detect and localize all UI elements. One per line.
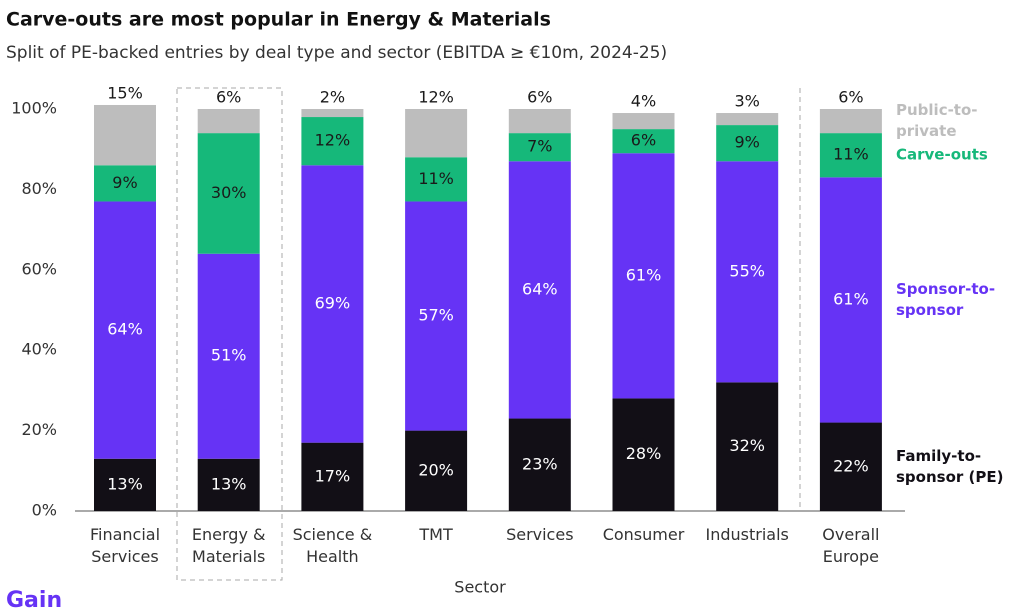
- x-tick-label: Overall Europe: [822, 525, 880, 566]
- data-label: 20%: [418, 460, 454, 479]
- data-label: 12%: [418, 88, 454, 107]
- bar-segment: [94, 458, 156, 511]
- bar-segment: [716, 125, 779, 162]
- x-axis-label: Sector: [454, 578, 506, 597]
- chart-subtitle: Split of PE-backed entries by deal type …: [6, 43, 667, 63]
- bar-segment: [301, 117, 364, 166]
- bar-segment: [716, 113, 779, 126]
- data-label: 23%: [522, 454, 558, 473]
- x-tick-label: Science & Health: [292, 525, 373, 566]
- legend-entry: Carve-outs: [896, 145, 988, 164]
- data-label: 57%: [418, 306, 454, 325]
- x-tick-label: Industrials: [705, 525, 789, 544]
- data-label: 15%: [107, 83, 143, 102]
- bar-segment: [508, 109, 571, 134]
- bar-segment: [197, 109, 260, 134]
- bar-segment: [301, 165, 364, 443]
- bar-segment: [94, 201, 156, 459]
- bar-segment: [405, 157, 468, 202]
- bar-segment: [94, 165, 156, 202]
- y-tick-label: 60%: [21, 259, 57, 278]
- bar-segment: [508, 133, 571, 162]
- bar-segment: [405, 430, 468, 511]
- data-label: 2%: [320, 88, 345, 107]
- x-tick-label: Consumer: [602, 525, 685, 544]
- data-label: 4%: [631, 92, 656, 111]
- data-label: 64%: [522, 279, 558, 298]
- bar-segment: [405, 201, 468, 431]
- logo: Gain: [6, 588, 62, 613]
- bar-segment: [508, 161, 571, 419]
- legend-entry: Public-to-private: [896, 101, 978, 141]
- x-tick-label: Energy & Materials: [191, 525, 266, 566]
- bar-segment: [405, 109, 468, 158]
- data-label: 11%: [418, 169, 454, 188]
- bar-segment: [819, 133, 882, 178]
- data-label: 17%: [315, 466, 351, 485]
- x-tick-label: Financial Services: [89, 525, 161, 566]
- bar-segment: [612, 153, 675, 399]
- legend-entry: Family-to-sponsor (PE): [896, 446, 1004, 486]
- bar-segment: [716, 382, 779, 511]
- bar-segment: [716, 161, 779, 383]
- data-label: 61%: [833, 289, 869, 308]
- data-label: 61%: [626, 265, 662, 284]
- bar-segment: [197, 458, 260, 511]
- data-label: 3%: [735, 92, 760, 111]
- data-label: 13%: [107, 474, 143, 493]
- data-label: 6%: [838, 88, 863, 107]
- y-tick-label: 40%: [21, 340, 57, 359]
- data-label: 55%: [729, 261, 765, 280]
- data-label: 64%: [107, 320, 143, 339]
- data-label: 69%: [315, 293, 351, 312]
- legend-entry: Sponsor-to-sponsor: [896, 279, 996, 319]
- data-label: 9%: [112, 173, 137, 192]
- bar-segment: [197, 253, 260, 459]
- bar-segment: [197, 133, 260, 254]
- data-label: 22%: [833, 456, 869, 475]
- x-tick-label: Services: [506, 525, 574, 544]
- data-label: 6%: [216, 88, 241, 107]
- bar-segment: [301, 442, 364, 511]
- data-label: 6%: [527, 88, 552, 107]
- bar-segment: [819, 109, 882, 134]
- bar-segment: [94, 104, 156, 166]
- y-tick-label: 100%: [11, 99, 57, 118]
- bar-segment: [508, 418, 571, 511]
- data-label: 11%: [833, 145, 869, 164]
- data-label: 9%: [735, 133, 760, 152]
- data-label: 12%: [315, 131, 351, 150]
- highlight-box: [176, 87, 283, 581]
- bar-segment: [819, 422, 882, 511]
- data-label: 32%: [729, 436, 765, 455]
- data-label: 30%: [211, 183, 247, 202]
- y-tick-label: 0%: [32, 501, 57, 520]
- bar-segment: [612, 113, 675, 130]
- bar-segment: [612, 398, 675, 511]
- bar-segment: [819, 177, 882, 423]
- data-label: 7%: [527, 137, 552, 156]
- y-tick-label: 80%: [21, 179, 57, 198]
- data-label: 28%: [626, 444, 662, 463]
- data-label: 51%: [211, 346, 247, 365]
- y-tick-label: 20%: [21, 420, 57, 439]
- bar-segment: [612, 129, 675, 154]
- data-label: 13%: [211, 474, 247, 493]
- bar-segment: [301, 109, 364, 118]
- data-label: 6%: [631, 131, 656, 150]
- x-tick-label: TMT: [419, 525, 453, 544]
- chart-title: Carve-outs are most popular in Energy & …: [6, 9, 551, 31]
